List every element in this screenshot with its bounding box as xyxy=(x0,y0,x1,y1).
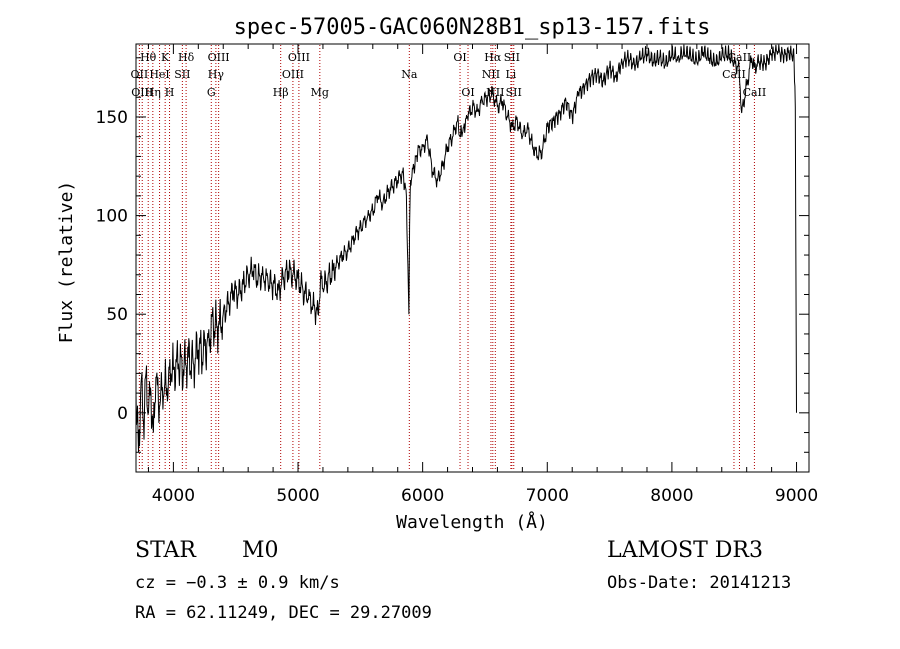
x-tick-label: 5000 xyxy=(276,486,319,506)
x-tick-label: 7000 xyxy=(526,486,569,506)
line-marker-label: OIII xyxy=(288,51,310,64)
redshift-velocity: cz = −0.3 ± 0.9 km/s xyxy=(135,573,340,593)
observation-date: Obs-Date: 20141213 xyxy=(607,573,792,593)
line-marker-label: OIII xyxy=(131,86,153,99)
line-marker-label: CaII xyxy=(743,86,767,99)
line-marker-label: Hθ xyxy=(140,51,157,64)
line-marker-label: NII xyxy=(482,68,500,81)
x-tick-label: 8000 xyxy=(650,486,693,506)
line-marker-label: CaII xyxy=(722,68,746,81)
line-marker-label: SII xyxy=(174,68,190,81)
x-tick-label: 4000 xyxy=(152,486,195,506)
line-marker-label: Hη xyxy=(145,86,161,99)
object-subclass: M0 xyxy=(242,538,279,563)
y-tick-label: 50 xyxy=(106,305,128,325)
line-marker-label: OI xyxy=(461,86,474,99)
line-marker-label: CaII xyxy=(728,51,752,64)
line-marker-label: OI xyxy=(453,51,466,64)
line-marker-label: SII xyxy=(504,51,520,64)
line-marker-label: Hγ xyxy=(208,68,225,81)
line-marker-label: K xyxy=(161,51,170,64)
y-tick-label: 0 xyxy=(117,404,128,424)
line-marker-label: Na xyxy=(401,68,418,81)
line-marker-label: Li xyxy=(505,68,516,81)
line-marker-label: OIII xyxy=(282,68,304,81)
x-tick-label: 6000 xyxy=(401,486,444,506)
line-marker-label: Hδ xyxy=(178,51,195,64)
line-marker-label: Hβ xyxy=(273,86,289,99)
line-marker-label: Hα xyxy=(484,51,502,64)
line-marker-group xyxy=(138,45,755,471)
spectrum-line xyxy=(135,44,797,453)
axis-tick-labels: 4000 5000 6000 7000 8000 9000 0 50 100 150 xyxy=(96,108,819,506)
survey-release: LAMOST DR3 xyxy=(607,538,763,563)
y-tick-label: 100 xyxy=(96,207,128,227)
line-marker-label: HeI xyxy=(149,68,169,81)
line-marker-label: SII xyxy=(506,86,522,99)
axis-ticks xyxy=(136,44,809,473)
ra-dec-coordinates: RA = 62.11249, DEC = 29.27009 xyxy=(135,603,432,623)
x-tick-label: 9000 xyxy=(775,486,818,506)
line-marker-label: G xyxy=(207,86,216,99)
y-tick-label: 150 xyxy=(96,108,128,128)
line-marker-label: NII xyxy=(486,86,504,99)
line-marker-label: OII xyxy=(131,68,149,81)
line-marker-label: H xyxy=(165,86,175,99)
chart-title: spec-57005-GAC060N28B1_sp13-157.fits xyxy=(234,15,711,40)
object-class: STAR xyxy=(135,538,196,563)
y-axis-label: Flux (relative) xyxy=(56,181,77,344)
line-marker-label: OIII xyxy=(208,51,230,64)
line-marker-label: Mg xyxy=(311,86,329,99)
x-axis-label: Wavelength (Å) xyxy=(396,511,548,533)
